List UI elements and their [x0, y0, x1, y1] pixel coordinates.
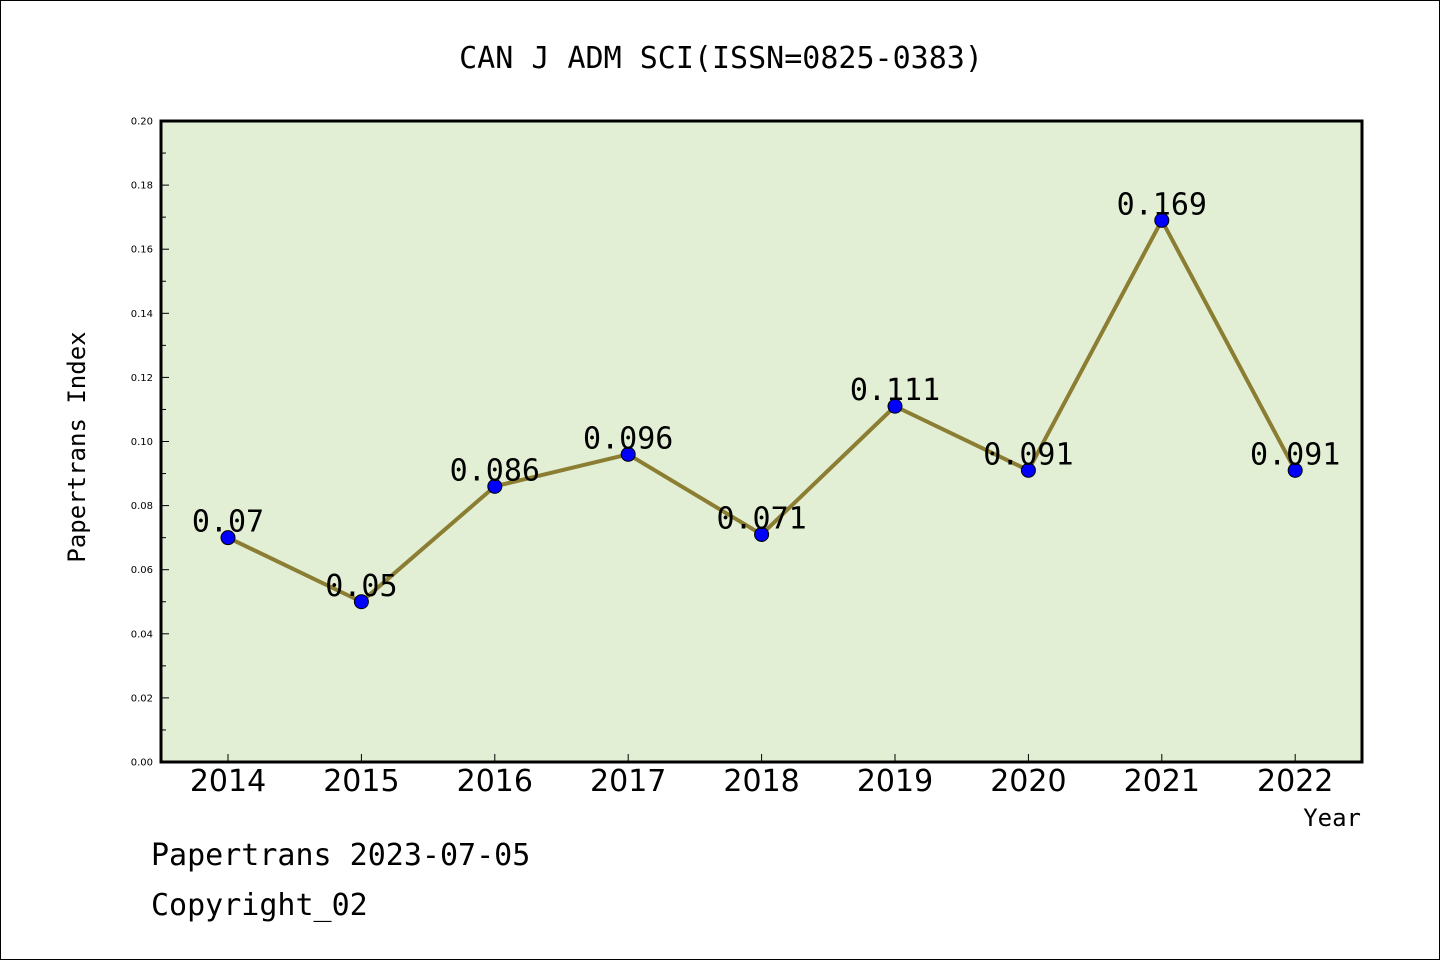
x-tick-label: 2018 [723, 764, 799, 799]
data-label: 0.111 [850, 373, 940, 408]
data-label: 0.169 [1117, 187, 1207, 222]
y-axis-label: Papertrans Index [63, 331, 91, 562]
y-tick-label: 0.16 [131, 245, 153, 256]
data-label: 0.07 [192, 505, 264, 540]
y-tick-label: 0.04 [131, 629, 153, 640]
x-tick-label: 2014 [190, 764, 266, 799]
y-tick-label: 0.02 [131, 693, 153, 704]
x-tick-label: 2015 [323, 764, 399, 799]
series-group: 0.07 0.05 0.086 0.096 0.071 0.111 0.091 0.169 0.… [192, 187, 1340, 610]
data-point [887, 398, 903, 414]
x-tick-label: 2022 [1257, 764, 1333, 799]
y-tick-label: 0.08 [131, 501, 153, 512]
data-point [1020, 462, 1036, 478]
data-point [620, 446, 636, 462]
footer-copyright: Copyright_02 [151, 888, 368, 923]
data-point [487, 478, 503, 494]
data-label: 0.096 [583, 421, 673, 456]
y-tick-label: 0.00 [131, 758, 153, 769]
data-point [1154, 212, 1170, 228]
y-tick-label: 0.20 [131, 117, 153, 128]
x-tick-label: 2020 [990, 764, 1066, 799]
data-point [1287, 462, 1303, 478]
chart-title: CAN J ADM SCI(ISSN=0825-0383) [459, 41, 983, 76]
data-label: 0.091 [1250, 437, 1340, 472]
x-axis: 2014 2015 2016 2017 2018 2019 2020 2021 2022 [190, 754, 1333, 799]
x-tick-label: 2017 [590, 764, 666, 799]
data-label: 0.05 [325, 569, 397, 604]
y-tick-label: 0.14 [131, 309, 153, 320]
data-label: 0.086 [450, 453, 540, 488]
x-tick-label: 2021 [1124, 764, 1200, 799]
footer-date: Papertrans 2023-07-05 [151, 838, 530, 873]
y-tick-label: 0.18 [131, 181, 153, 192]
data-point [353, 594, 369, 610]
y-tick-label: 0.06 [131, 565, 153, 576]
data-label: 0.071 [716, 501, 806, 536]
y-tick-label: 0.12 [131, 373, 153, 384]
data-label: 0.091 [983, 437, 1073, 472]
plot-border [159, 119, 1364, 764]
x-axis-label: Year [1303, 804, 1361, 832]
x-tick-label: 2016 [457, 764, 533, 799]
y-tick-label: 0.10 [131, 437, 153, 448]
data-point [220, 530, 236, 546]
x-tick-label: 2019 [857, 764, 933, 799]
data-point [754, 526, 770, 542]
